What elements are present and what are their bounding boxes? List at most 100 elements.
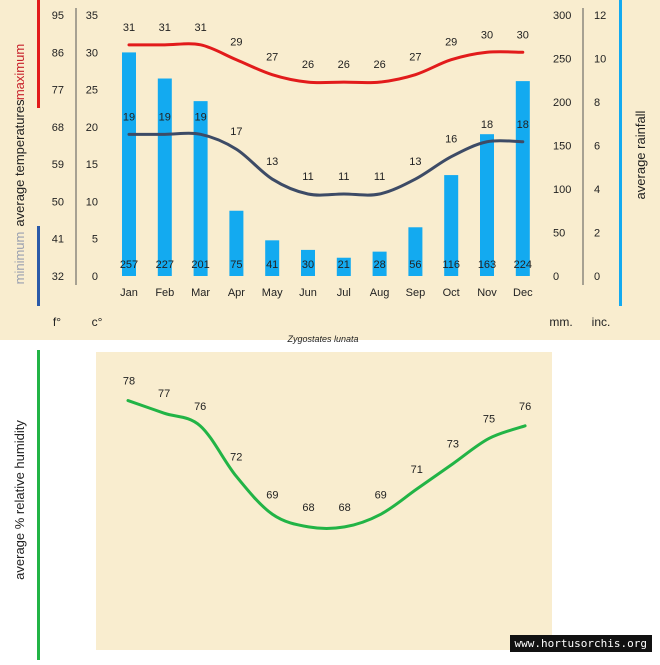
rainfall-value-oct: 116: [442, 259, 460, 271]
humidity-value-jul: 68: [338, 502, 350, 514]
minimum-value-sep: 13: [409, 156, 421, 168]
humidity-value-apr: 72: [230, 451, 242, 463]
humidity-value-nov: 75: [483, 413, 495, 425]
inches-tick-4: 4: [594, 184, 600, 196]
month-tick-sep: Sep: [406, 287, 426, 299]
fahrenheit-tick-86: 86: [52, 47, 64, 59]
inches-tick-0: 0: [594, 271, 600, 283]
celsius-tick-15: 15: [86, 159, 98, 171]
rainfall-bar-feb: [157, 78, 172, 276]
month-tick-aug: Aug: [370, 287, 390, 299]
maximum-value-oct: 29: [445, 37, 457, 49]
minimum-value-dec: 18: [517, 119, 529, 131]
maximum-value-feb: 31: [159, 22, 171, 34]
rainfall-bars: [122, 52, 530, 277]
minimum-value-may: 13: [266, 156, 278, 168]
celsius-tick-20: 20: [86, 122, 98, 134]
rainfall-value-dec: 224: [514, 259, 532, 271]
rainfall-bar-jun: [301, 249, 315, 276]
rainfall-value-may: 41: [266, 259, 278, 271]
month-tick-oct: Oct: [443, 287, 460, 299]
rainfall-bar-may: [265, 240, 280, 276]
celsius-tick-0: 0: [92, 271, 98, 283]
axis-decorations: [37, 0, 622, 660]
minimum-value-jan: 19: [123, 111, 135, 123]
mm-tick-100: 100: [553, 184, 571, 196]
mm-tick-0: 0: [553, 271, 559, 283]
minimum-value-jun: 11: [302, 171, 313, 183]
minimum-temperature-line: [127, 131, 525, 197]
rainfall-value-jul: 21: [338, 259, 350, 271]
rainfall-bar-dec: [515, 81, 530, 277]
humidity-value-dec: 76: [519, 401, 531, 413]
rainfall-value-nov: 163: [478, 259, 496, 271]
humidity-panel-background: [96, 352, 552, 650]
minimum-value-nov: 18: [481, 119, 493, 131]
rainfall-bar-sep: [408, 227, 423, 276]
maximum-value-mar: 31: [194, 22, 206, 34]
humidity-value-sep: 71: [411, 464, 423, 476]
rainfall-value-jun: 30: [302, 259, 314, 271]
celsius-unit-label: c°: [92, 315, 103, 329]
mm-tick-150: 150: [553, 141, 571, 153]
fahrenheit-tick-59: 59: [52, 159, 64, 171]
month-tick-apr: Apr: [228, 287, 245, 299]
average-temperatures-label: average temperatures: [12, 99, 27, 227]
minimum-value-mar: 19: [194, 111, 206, 123]
month-tick-feb: Feb: [155, 287, 174, 299]
rainfall-indicator-bar: [619, 0, 622, 306]
minimum-value-feb: 19: [159, 111, 171, 123]
mm-tick-50: 50: [553, 228, 565, 240]
rainfall-bar-apr: [229, 210, 244, 276]
humidity-value-may: 69: [266, 489, 278, 501]
rainfall-bar-jan: [122, 52, 136, 276]
maximum-value-sep: 27: [409, 52, 421, 64]
humidity-value-feb: 77: [158, 388, 170, 400]
humidity-value-jan: 78: [123, 376, 135, 388]
rainfall-value-aug: 28: [373, 259, 385, 271]
rainfall-bar-mar: [193, 101, 208, 276]
maximum-axis-label: maximum: [12, 44, 27, 100]
humidity-value-aug: 69: [375, 489, 387, 501]
minimum-value-jul: 11: [338, 171, 349, 183]
fahrenheit-tick-32: 32: [52, 271, 64, 283]
mm-tick-250: 250: [553, 54, 571, 66]
maximum-value-nov: 30: [481, 29, 493, 41]
humidity-value-jun: 68: [302, 502, 314, 514]
humidity-axis-label: average % relative humidity: [12, 420, 27, 580]
maximum-value-aug: 26: [373, 59, 385, 71]
minimum-value-aug: 11: [374, 171, 385, 183]
rainfall-value-mar: 201: [191, 259, 209, 271]
average-rainfall-label: average rainfall: [633, 110, 648, 199]
fahrenheit-tick-77: 77: [52, 85, 64, 97]
fahrenheit-tick-68: 68: [52, 122, 64, 134]
month-tick-may: May: [262, 287, 283, 299]
humidity-value-oct: 73: [447, 439, 459, 451]
fahrenheit-tick-41: 41: [52, 234, 64, 246]
rainfall-bar-aug: [372, 251, 387, 276]
celsius-tick-10: 10: [86, 196, 98, 208]
maximum-value-jul: 26: [338, 59, 350, 71]
temperature-lines: [126, 42, 527, 530]
mm-tick-200: 200: [553, 97, 571, 109]
celsius-tick-30: 30: [86, 47, 98, 59]
month-tick-mar: Mar: [191, 287, 210, 299]
month-tick-jun: Jun: [299, 287, 317, 299]
rainfall-value-apr: 75: [230, 259, 242, 271]
minimum-value-oct: 16: [445, 134, 457, 146]
data-labels: 257 227 201 75 41 30 21 28 56 116 163 224 31 31 31 29 27…: [120, 22, 532, 514]
month-tick-jul: Jul: [337, 287, 351, 299]
rainfall-value-feb: 227: [156, 259, 174, 271]
maximum-value-apr: 29: [230, 37, 242, 49]
humidity-line: [126, 399, 527, 530]
humidity-indicator-bar: [37, 350, 40, 660]
humidity-value-mar: 76: [194, 401, 206, 413]
watermark: www.hortusorchis.org: [509, 635, 652, 652]
rainfall-bar-jul: [336, 257, 351, 276]
maximum-value-jan: 31: [123, 22, 135, 34]
celsius-tick-5: 5: [92, 234, 98, 246]
minimum-axis-label: minimum: [12, 232, 27, 285]
mm-unit-label: mm.: [549, 315, 572, 329]
fahrenheit-tick-50: 50: [52, 196, 64, 208]
